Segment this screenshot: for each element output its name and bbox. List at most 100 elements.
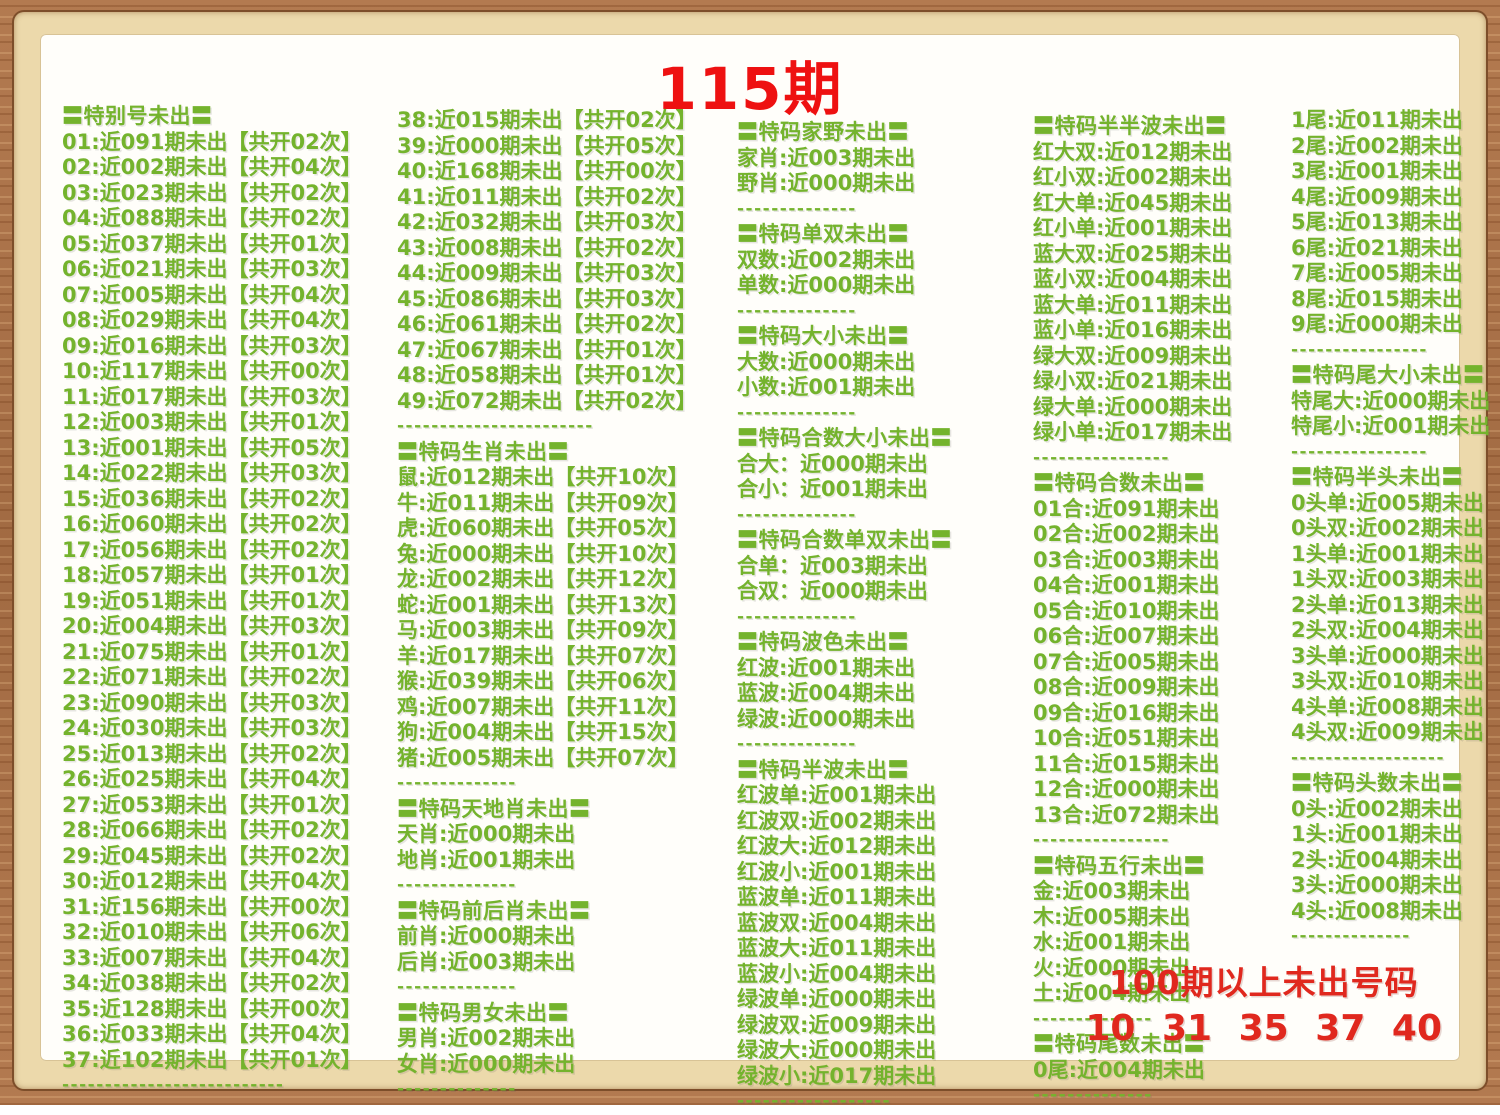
stat-line: 09合:近016期未出	[1033, 700, 1220, 725]
stat-line: 08合:近009期未出	[1033, 675, 1220, 699]
stat-line: 04:近088期未出【共开02次】	[62, 206, 362, 230]
stat-line: 25:近013期未出【共开02次】	[62, 741, 362, 766]
separator-line: --------------	[1033, 1085, 1153, 1105]
stat-line: 红小双:近002期未出	[1033, 165, 1233, 189]
stat-line: 0尾:近004期未出	[1033, 1057, 1205, 1082]
stat-line: 2头单:近013期未出	[1291, 592, 1484, 617]
stat-line: 23:近090期未出【共开03次】	[62, 690, 362, 715]
stat-line: 木:近005期未出	[1033, 904, 1191, 929]
stat-line: 22:近071期未出【共开02次】	[62, 665, 362, 689]
stat-line: 野肖:近000期未出	[737, 171, 916, 195]
stat-line: 绿波大:近000期未出	[737, 1038, 937, 1062]
stat-line: 红波小:近001期未出	[737, 859, 937, 884]
separator-line: --------------	[737, 198, 857, 219]
stat-line: 16:近060期未出【共开02次】	[62, 512, 362, 536]
column-special-numbers: 〓特别号未出〓 01:近091期未出【共开02次】 02:近002期未出【共开04次…	[62, 104, 362, 1099]
section-header: 〓特码头数未出〓	[1291, 771, 1463, 795]
separator-line: ------------------	[737, 1091, 892, 1111]
stat-line: 11合:近015期未出	[1033, 751, 1220, 776]
separator-line: ----------------	[1291, 339, 1428, 360]
stat-line: 蓝大单:近011期未出	[1033, 292, 1233, 317]
stat-line: 女肖:近000期未出	[397, 1051, 576, 1076]
section-header: 〓特码前后肖未出〓	[397, 898, 591, 923]
separator-line: --------------	[397, 977, 517, 997]
stat-line: 33:近007期未出【共开04次】	[62, 945, 362, 970]
column-attributes: 〓特码家野未出〓 家肖:近003期未出 野肖:近000期未出 ------------…	[737, 120, 952, 1115]
section-header: 〓特码家野未出〓	[737, 120, 909, 144]
stat-line: 2尾:近002期未出	[1291, 133, 1463, 158]
stat-line: 4头双:近009期未出	[1291, 720, 1484, 744]
stat-line: 红大双:近012期未出	[1033, 139, 1233, 164]
stat-line: 13:近001期未出【共开05次】	[62, 435, 362, 460]
stat-line: 31:近156期未出【共开00次】	[62, 894, 362, 919]
stat-line: 37:近102期未出【共开01次】	[62, 1047, 362, 1072]
stat-line: 龙:近002期未出【共开12次】	[397, 567, 689, 591]
stat-line: 17:近056期未出【共开02次】	[62, 537, 362, 562]
stat-line: 4头:近008期未出	[1291, 898, 1463, 923]
stat-line: 火:近000期未出	[1033, 955, 1191, 980]
stat-line: 03:近023期未出【共开02次】	[62, 180, 362, 205]
stat-line: 男肖:近002期未出	[397, 1026, 576, 1050]
stat-line: 猪:近005期未出【共开07次】	[397, 745, 689, 770]
stat-line: 46:近061期未出【共开02次】	[397, 312, 697, 336]
column-numbers-zodiac: 38:近015期未出【共开02次】 39:近000期未出【共开05次】 40:近16…	[397, 108, 697, 1103]
section-header: 〓特码生肖未出〓	[397, 439, 569, 464]
stat-line: 地肖:近001期未出	[397, 847, 576, 872]
stat-line: 28:近066期未出【共开02次】	[62, 818, 362, 842]
stat-line: 7尾:近005期未出	[1291, 261, 1463, 285]
section-header: 〓特码合数大小未出〓	[737, 426, 952, 450]
stat-line: 01合:近091期未出	[1033, 496, 1220, 521]
stat-line: 35:近128期未出【共开00次】	[62, 996, 362, 1021]
separator-line: --------------	[737, 734, 857, 754]
stat-line: 红波大:近012期未出	[737, 834, 937, 858]
separator-line: ------------------	[1291, 747, 1446, 768]
separator-line: ----------------	[1033, 447, 1170, 468]
stat-line: 蓝大双:近025期未出	[1033, 241, 1233, 266]
stat-line: 05合:近010期未出	[1033, 598, 1220, 623]
stat-line: 12合:近000期未出	[1033, 777, 1220, 801]
stat-line: 04合:近001期未出	[1033, 573, 1220, 597]
stat-line: 9尾:近000期未出	[1291, 312, 1463, 336]
stat-line: 01:近091期未出【共开02次】	[62, 129, 362, 154]
section-header: 〓特别号未出〓	[62, 104, 213, 128]
stat-line: 19:近051期未出【共开01次】	[62, 588, 362, 613]
stat-line: 牛:近011期未出【共开09次】	[397, 490, 689, 515]
stat-line: 3尾:近001期未出	[1291, 159, 1463, 183]
stat-line: 14:近022期未出【共开03次】	[62, 461, 362, 485]
stat-line: 30:近012期未出【共开04次】	[62, 869, 362, 893]
stat-line: 47:近067期未出【共开01次】	[397, 337, 697, 362]
stat-line: 1头单:近001期未出	[1291, 541, 1484, 566]
section-header: 〓特码天地肖未出〓	[397, 796, 591, 821]
stat-line: 2头双:近004期未出	[1291, 618, 1484, 642]
stat-line: 羊:近017期未出【共开07次】	[397, 643, 689, 668]
stat-line: 猴:近039期未出【共开06次】	[397, 669, 689, 693]
stat-line: 08:近029期未出【共开04次】	[62, 308, 362, 332]
separator-line: --------------	[397, 875, 517, 895]
stat-line: 0头双:近002期未出	[1291, 516, 1484, 540]
stat-line: 蓝小双:近004期未出	[1033, 267, 1233, 291]
column-halfwave-sums: 〓特码半半波未出〓 红大双:近012期未出 红小双:近002期未出 红大单:近045期…	[1033, 114, 1232, 1109]
stat-line: 红小单:近001期未出	[1033, 216, 1233, 240]
stat-line: 合大：近000期未出	[737, 451, 928, 476]
stat-line: 红波:近001期未出	[737, 655, 916, 680]
stat-line: 02:近002期未出【共开04次】	[62, 155, 362, 179]
stat-line: 绿大单:近000期未出	[1033, 394, 1233, 419]
separator-line: --------------------------	[62, 1075, 285, 1095]
stat-line: 特尾大:近000期未出	[1291, 388, 1491, 413]
footer-highlight: 100期以上未出号码 10 31 35 37 40	[1085, 956, 1442, 1049]
section-header: 〓特码男女未出〓	[397, 1000, 569, 1025]
stat-line: 44:近009期未出【共开03次】	[397, 261, 697, 285]
stat-line: 34:近038期未出【共开02次】	[62, 971, 362, 995]
stat-line: 45:近086期未出【共开03次】	[397, 286, 697, 311]
stat-line: 绿波:近000期未出	[737, 706, 916, 731]
stat-line: 红大单:近045期未出	[1033, 190, 1233, 215]
stat-line: 3头:近000期未出	[1291, 873, 1463, 897]
stat-line: 3头单:近000期未出	[1291, 643, 1484, 668]
stat-line: 1头双:近003期未出	[1291, 567, 1484, 591]
section-header: 〓特码半半波未出〓	[1033, 114, 1227, 138]
stat-line: 13合:近072期未出	[1033, 802, 1220, 827]
stat-line: 合单：近003期未出	[737, 553, 928, 578]
stat-line: 20:近004期未出【共开03次】	[62, 614, 362, 638]
stat-line: 小数:近001期未出	[737, 375, 916, 399]
